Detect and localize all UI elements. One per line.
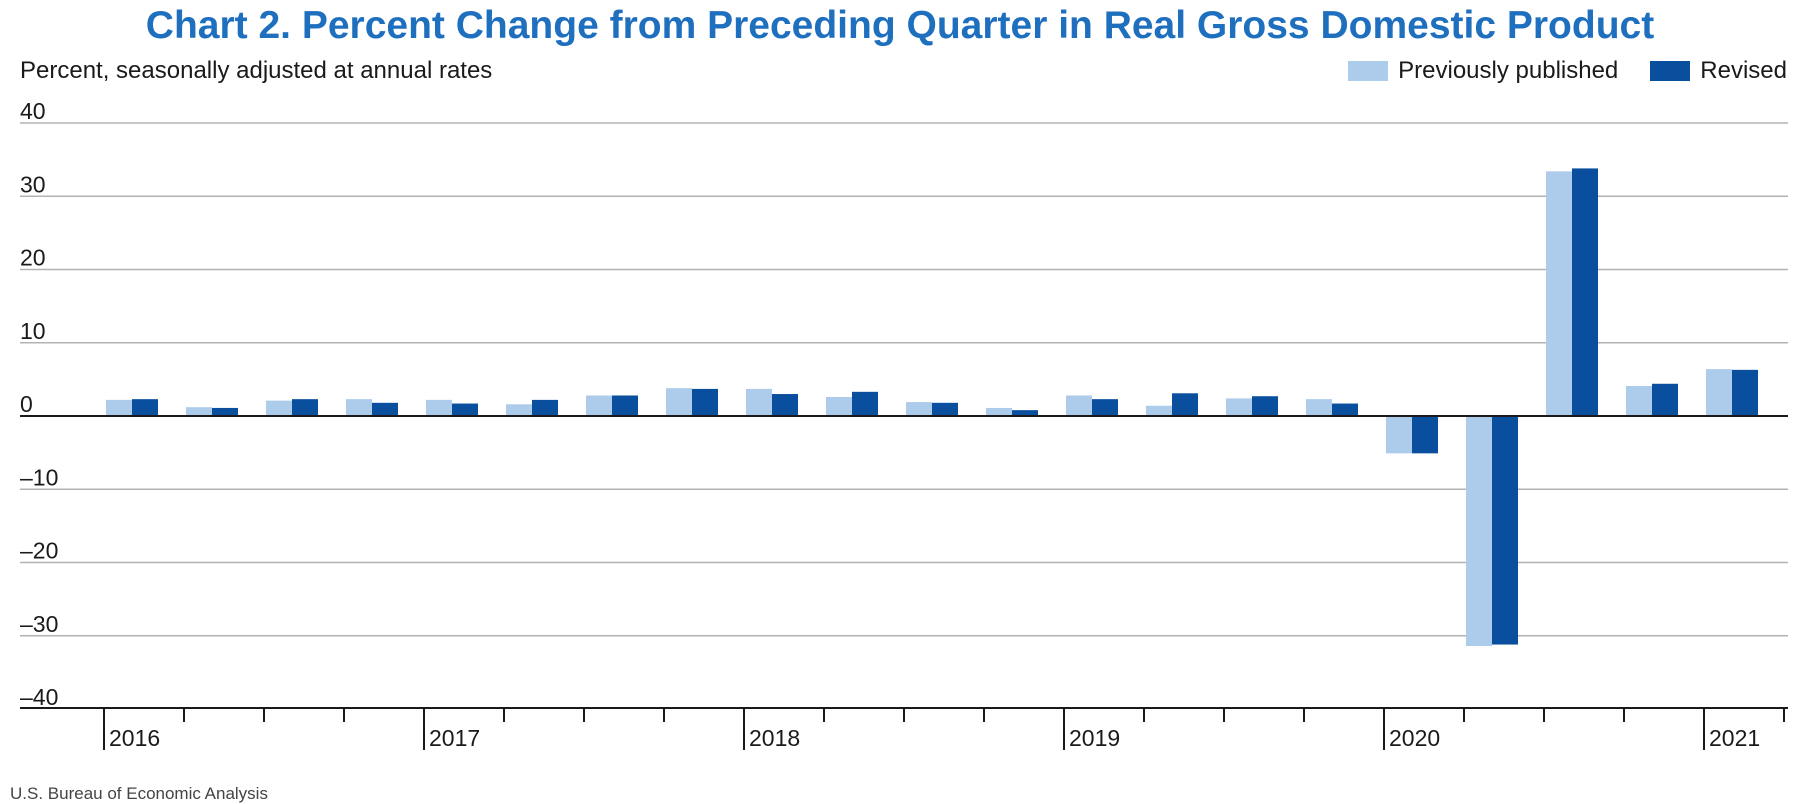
bar-revised bbox=[692, 388, 718, 416]
bar-previously-published bbox=[426, 399, 452, 416]
y-tick-label: 10 bbox=[20, 318, 46, 344]
x-year-label: 2017 bbox=[429, 725, 480, 751]
x-year-label: 2018 bbox=[749, 725, 800, 751]
bar-revised bbox=[1092, 399, 1118, 416]
bar-previously-published bbox=[1466, 416, 1492, 647]
bar-revised bbox=[532, 399, 558, 416]
legend: Previously published Revised bbox=[1316, 57, 1787, 85]
bar-revised bbox=[132, 399, 158, 416]
bar-previously-published bbox=[1066, 395, 1092, 416]
bar-previously-published bbox=[1706, 369, 1732, 416]
legend-swatch-previous bbox=[1348, 61, 1389, 81]
bar-previously-published bbox=[1146, 405, 1172, 416]
bar-revised bbox=[1412, 416, 1438, 454]
y-tick-label: –40 bbox=[20, 684, 58, 710]
bar-revised bbox=[452, 403, 478, 416]
legend-label-previous: Previously published bbox=[1398, 57, 1619, 84]
bar-previously-published bbox=[986, 407, 1012, 416]
chart-title: Chart 2. Percent Change from Preceding Q… bbox=[145, 4, 1655, 47]
y-tick-label: –10 bbox=[20, 464, 58, 490]
x-year-label: 2020 bbox=[1389, 725, 1440, 751]
bar-previously-published bbox=[1546, 171, 1572, 416]
legend-item-revised: Revised bbox=[1650, 57, 1787, 85]
bar-previously-published bbox=[906, 402, 932, 416]
bar-revised bbox=[612, 395, 638, 416]
bar-previously-published bbox=[1626, 385, 1652, 416]
bar-previously-published bbox=[106, 399, 132, 416]
y-tick-label: –30 bbox=[20, 611, 58, 637]
y-tick-label: 0 bbox=[20, 391, 33, 417]
x-year-label: 2019 bbox=[1069, 725, 1120, 751]
bar-revised bbox=[932, 402, 958, 416]
bar-previously-published bbox=[266, 400, 292, 416]
bar-revised bbox=[212, 407, 238, 416]
bar-revised bbox=[1332, 403, 1358, 416]
bar-previously-published bbox=[1386, 416, 1412, 454]
bar-revised bbox=[372, 402, 398, 416]
bar-previously-published bbox=[1306, 399, 1332, 416]
x-year-label: 2016 bbox=[109, 725, 160, 751]
bar-previously-published bbox=[506, 404, 532, 416]
bar-previously-published bbox=[586, 395, 612, 416]
bar-previously-published bbox=[186, 407, 212, 416]
bar-revised bbox=[1492, 416, 1518, 645]
x-year-label: 2021 bbox=[1709, 725, 1760, 751]
bar-revised bbox=[1732, 369, 1758, 416]
bar-revised bbox=[1252, 396, 1278, 416]
bar-revised bbox=[1652, 383, 1678, 416]
bar-revised bbox=[1012, 410, 1038, 416]
legend-swatch-revised bbox=[1650, 61, 1691, 81]
bar-previously-published bbox=[1226, 398, 1252, 416]
bar-revised bbox=[852, 391, 878, 416]
y-tick-label: –20 bbox=[20, 538, 58, 564]
y-tick-label: 40 bbox=[20, 98, 46, 124]
bar-previously-published bbox=[666, 388, 692, 416]
bar-revised bbox=[1172, 393, 1198, 416]
bar-revised bbox=[292, 399, 318, 416]
bar-revised bbox=[1572, 168, 1598, 416]
bar-previously-published bbox=[346, 399, 372, 416]
bar-revised bbox=[772, 394, 798, 416]
y-tick-label: 30 bbox=[20, 171, 46, 197]
legend-label-revised: Revised bbox=[1700, 57, 1787, 84]
bar-previously-published bbox=[746, 388, 772, 416]
bar-previously-published bbox=[826, 396, 852, 416]
source-note: U.S. Bureau of Economic Analysis bbox=[10, 784, 268, 803]
y-tick-label: 20 bbox=[20, 245, 46, 271]
legend-item-previous: Previously published bbox=[1348, 57, 1618, 85]
y-axis-units-label: Percent, seasonally adjusted at annual r… bbox=[20, 57, 493, 84]
